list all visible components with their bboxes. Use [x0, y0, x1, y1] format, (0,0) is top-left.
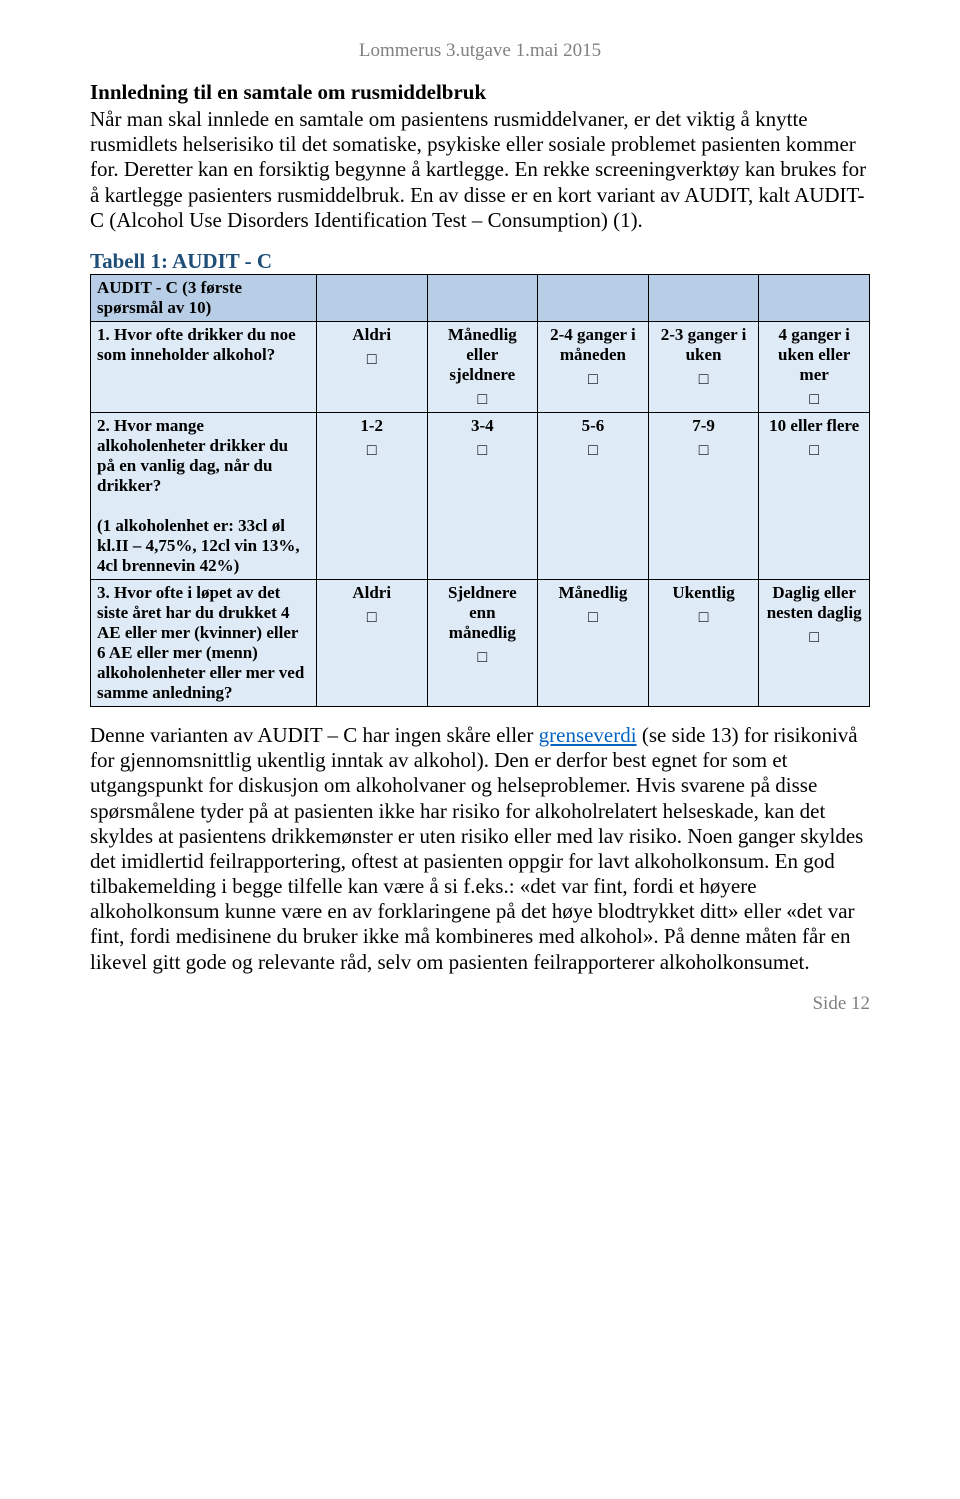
q2-opt-2: 5-6 □ — [538, 412, 649, 579]
checkbox-icon: □ — [544, 609, 642, 627]
page-header: Lommerus 3.utgave 1.mai 2015 — [90, 40, 870, 62]
header-empty — [316, 274, 427, 321]
opt-label: 10 eller flere — [769, 416, 859, 435]
checkbox-icon: □ — [434, 442, 532, 460]
q1-opt-2: 2-4 ganger i måneden □ — [538, 321, 649, 412]
checkbox-icon: □ — [434, 391, 532, 409]
header-cell: AUDIT - C (3 første spørsmål av 10) — [91, 274, 317, 321]
checkbox-icon: □ — [323, 351, 421, 369]
opt-label: Daglig eller nesten daglig — [767, 583, 862, 622]
page-footer: Side 12 — [90, 993, 870, 1015]
question-row-2: 2. Hvor mange alkoholenheter drikker du … — [91, 412, 870, 579]
opt-label: Sjeldnere enn månedlig — [448, 583, 517, 642]
closing-paragraph: Denne varianten av AUDIT – C har ingen s… — [90, 723, 870, 975]
opt-label: Aldri — [352, 325, 391, 344]
question-row-3: 3. Hvor ofte i løpet av det siste året h… — [91, 579, 870, 706]
closing-pre: Denne varianten av AUDIT – C har ingen s… — [90, 723, 539, 747]
opt-label: 2-3 ganger i uken — [661, 325, 747, 364]
checkbox-icon: □ — [765, 391, 863, 409]
checkbox-icon: □ — [655, 442, 753, 460]
opt-label: Aldri — [352, 583, 391, 602]
checkbox-icon: □ — [323, 442, 421, 460]
q1-opt-0: Aldri □ — [316, 321, 427, 412]
q2-question: 2. Hvor mange alkoholenheter drikker du … — [97, 416, 288, 495]
opt-label: 3-4 — [471, 416, 494, 435]
question-row-1: 1. Hvor ofte drikker du noe som innehold… — [91, 321, 870, 412]
q3-opt-4: Daglig eller nesten daglig □ — [759, 579, 870, 706]
table-header-row: AUDIT - C (3 første spørsmål av 10) — [91, 274, 870, 321]
audit-table: AUDIT - C (3 første spørsmål av 10) 1. H… — [90, 274, 870, 707]
opt-label: Ukentlig — [672, 583, 734, 602]
checkbox-icon: □ — [765, 442, 863, 460]
q2-note: (1 alkoholenhet er: 33cl øl kl.II – 4,75… — [97, 516, 300, 575]
q2-opt-0: 1-2 □ — [316, 412, 427, 579]
checkbox-icon: □ — [544, 442, 642, 460]
header-empty — [427, 274, 538, 321]
opt-label: 7-9 — [692, 416, 715, 435]
q3-opt-2: Månedlig □ — [538, 579, 649, 706]
document-page: Lommerus 3.utgave 1.mai 2015 Innledning … — [0, 0, 960, 1045]
q2-opt-3: 7-9 □ — [648, 412, 759, 579]
q2-opt-4: 10 eller flere □ — [759, 412, 870, 579]
opt-label: 4 ganger i uken eller mer — [778, 325, 850, 384]
table-caption: Tabell 1: AUDIT - C — [90, 249, 870, 274]
grenseverdi-link[interactable]: grenseverdi — [539, 723, 637, 747]
q3-opt-1: Sjeldnere enn månedlig □ — [427, 579, 538, 706]
q3-text: 3. Hvor ofte i løpet av det siste året h… — [91, 579, 317, 706]
opt-label: 2-4 ganger i måneden — [550, 325, 636, 364]
opt-label: Månedlig — [558, 583, 627, 602]
q1-opt-4: 4 ganger i uken eller mer □ — [759, 321, 870, 412]
closing-post: (se side 13) for risikonivå for gjennoms… — [90, 723, 863, 974]
checkbox-icon: □ — [655, 371, 753, 389]
opt-label: 5-6 — [582, 416, 605, 435]
checkbox-icon: □ — [544, 371, 642, 389]
q2-text: 2. Hvor mange alkoholenheter drikker du … — [91, 412, 317, 579]
opt-label: Månedlig eller sjeldnere — [448, 325, 517, 384]
opt-label: 1-2 — [360, 416, 383, 435]
q3-opt-0: Aldri □ — [316, 579, 427, 706]
q1-opt-1: Månedlig eller sjeldnere □ — [427, 321, 538, 412]
checkbox-icon: □ — [765, 629, 863, 647]
q2-opt-1: 3-4 □ — [427, 412, 538, 579]
q1-opt-3: 2-3 ganger i uken □ — [648, 321, 759, 412]
intro-paragraph: Når man skal innlede en samtale om pasie… — [90, 107, 870, 233]
checkbox-icon: □ — [434, 649, 532, 667]
section-heading: Innledning til en samtale om rusmiddelbr… — [90, 80, 870, 105]
q3-opt-3: Ukentlig □ — [648, 579, 759, 706]
header-empty — [648, 274, 759, 321]
checkbox-icon: □ — [323, 609, 421, 627]
checkbox-icon: □ — [655, 609, 753, 627]
header-empty — [538, 274, 649, 321]
q1-text: 1. Hvor ofte drikker du noe som innehold… — [91, 321, 317, 412]
header-empty — [759, 274, 870, 321]
